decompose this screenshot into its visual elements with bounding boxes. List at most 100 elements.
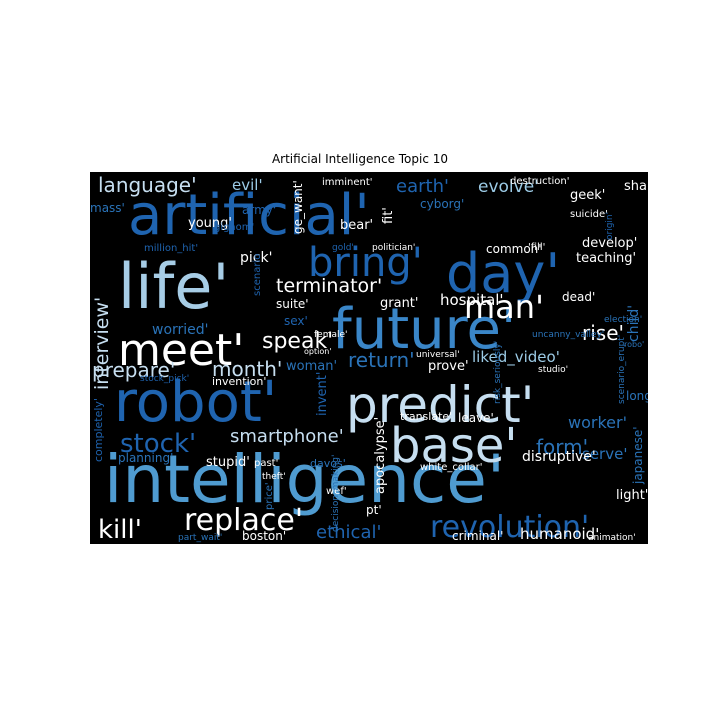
word-15: language' bbox=[98, 173, 197, 197]
word-51: prove' bbox=[428, 359, 469, 374]
word-55: translate' bbox=[400, 410, 452, 423]
word-47: grant' bbox=[380, 296, 418, 311]
word-23: form' bbox=[536, 435, 588, 459]
word-56: leave' bbox=[458, 411, 494, 425]
word-90: past' bbox=[254, 458, 278, 469]
word-53: invent' bbox=[315, 372, 330, 416]
word-37: fit' bbox=[381, 207, 396, 224]
word-74: suicide' bbox=[570, 209, 608, 220]
word-8: base' bbox=[390, 418, 518, 474]
word-61: japanese' bbox=[631, 426, 645, 485]
word-14: kill' bbox=[98, 515, 142, 544]
word-92: price' bbox=[264, 482, 275, 510]
word-95: white_collar' bbox=[420, 462, 483, 473]
word-45: pick' bbox=[240, 250, 272, 266]
word-28: hospital' bbox=[440, 291, 504, 309]
word-77: gold' bbox=[332, 243, 354, 253]
word-16: interview' bbox=[91, 297, 113, 390]
word-3: predict' bbox=[346, 376, 534, 434]
word-39: geek' bbox=[570, 188, 605, 203]
word-78: 'fill' bbox=[528, 242, 545, 253]
word-60: light' bbox=[616, 488, 648, 503]
word-5: life' bbox=[118, 250, 229, 323]
word-42: teaching' bbox=[576, 251, 636, 266]
word-83: female' bbox=[314, 330, 348, 340]
word-66: common' bbox=[486, 242, 542, 256]
word-87: risk_seriously' bbox=[493, 341, 503, 404]
word-73: destruction' bbox=[510, 176, 569, 187]
word-26: earth' bbox=[396, 176, 449, 197]
word-93: wef' bbox=[326, 486, 347, 497]
word-65: pt' bbox=[366, 503, 382, 517]
word-38: cyborg' bbox=[420, 197, 464, 211]
word-17: prepare' bbox=[92, 358, 175, 382]
word-89: theft' bbox=[262, 472, 286, 482]
word-cloud: artificial' intelligence'robot' predict' fu… bbox=[90, 172, 648, 544]
word-2: robot' bbox=[114, 370, 277, 435]
word-4: future' bbox=[332, 297, 516, 362]
word-9: bring' bbox=[308, 240, 423, 286]
word-67: dead' bbox=[562, 290, 595, 304]
word-59: stupid' bbox=[206, 455, 250, 470]
word-63: criminal' bbox=[452, 529, 503, 543]
word-30: worker' bbox=[568, 413, 627, 432]
word-71: gigaom' bbox=[214, 222, 254, 233]
word-48: worried' bbox=[152, 322, 209, 338]
word-11: replace' bbox=[184, 503, 303, 538]
word-64: boston' bbox=[242, 529, 286, 543]
word-40: shake' bbox=[624, 179, 648, 194]
word-76: politician' bbox=[372, 243, 415, 253]
word-21: smartphone' bbox=[230, 426, 344, 447]
word-19: speak' bbox=[262, 329, 333, 354]
word-84: option' bbox=[304, 347, 332, 356]
word-70: million_hit' bbox=[144, 243, 198, 254]
word-62: long' bbox=[626, 389, 648, 403]
word-58: planning' bbox=[118, 451, 173, 465]
word-72: imminent' bbox=[322, 177, 373, 188]
word-33: mass' bbox=[90, 201, 125, 215]
word-1: intelligence' bbox=[104, 441, 505, 518]
word-13: stock' bbox=[120, 429, 196, 459]
word-82: robo' bbox=[624, 340, 644, 349]
word-54: apocalypse' bbox=[373, 417, 388, 494]
word-36: bear' bbox=[340, 218, 373, 233]
word-18: month' bbox=[212, 357, 282, 381]
word-46: suite' bbox=[276, 297, 309, 311]
word-94: decision_making' bbox=[331, 455, 341, 532]
word-43: serve' bbox=[582, 445, 627, 463]
word-80: election' bbox=[604, 315, 642, 325]
word-10: revolution' bbox=[430, 510, 589, 544]
cloud-background bbox=[90, 172, 648, 544]
word-49: sex' bbox=[284, 314, 308, 328]
word-0: artificial' bbox=[128, 183, 370, 248]
word-85: universal' bbox=[416, 350, 460, 360]
word-34: young' bbox=[188, 216, 232, 231]
word-50: woman' bbox=[286, 359, 337, 374]
word-31: humanoid' bbox=[520, 525, 599, 543]
word-44: child' bbox=[626, 305, 642, 342]
word-96: part_wait' bbox=[178, 533, 222, 543]
word-98: scenario bbox=[252, 254, 263, 296]
word-20: terminator' bbox=[276, 275, 382, 297]
word-12: man' bbox=[464, 288, 544, 326]
word-91: davos' bbox=[310, 457, 346, 470]
word-79: uncanny_valley' bbox=[532, 330, 604, 340]
word-29: liked_video' bbox=[472, 348, 560, 367]
word-88: stock_pick' bbox=[140, 374, 189, 384]
word-41: develop' bbox=[582, 236, 637, 251]
word-32: evil' bbox=[232, 176, 263, 194]
word-27: evolve' bbox=[478, 177, 539, 197]
word-22: return' bbox=[348, 348, 415, 372]
word-86: studio' bbox=[538, 365, 568, 375]
word-24: rise' bbox=[582, 321, 624, 345]
word-57: disruptive' bbox=[522, 449, 596, 465]
chart-title: Artificial Intelligence Topic 10 bbox=[271, 152, 449, 166]
word-6: day' bbox=[446, 242, 560, 305]
word-68: completely' bbox=[92, 398, 105, 462]
word-7: meet' bbox=[118, 325, 244, 376]
word-35: army' bbox=[242, 203, 276, 217]
word-69: ge_want' bbox=[291, 180, 305, 234]
word-25: ethical' bbox=[316, 522, 381, 543]
word-97: animation' bbox=[588, 533, 636, 543]
word-52: invention' bbox=[212, 375, 266, 388]
